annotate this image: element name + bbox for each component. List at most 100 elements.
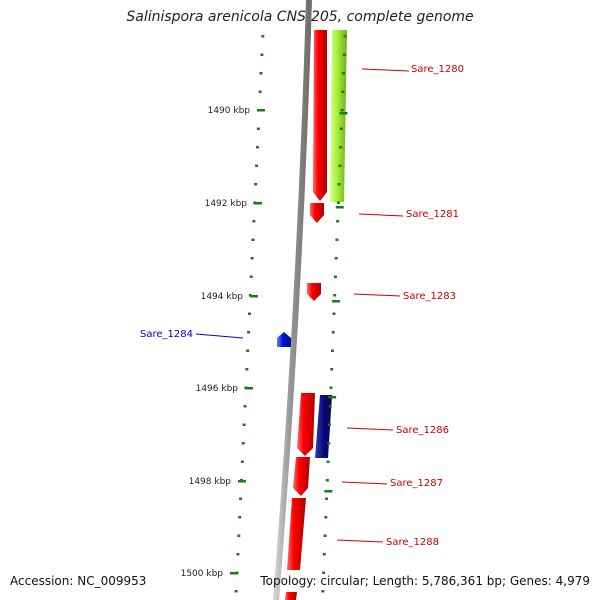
gene-label[interactable]: Sare_1286	[396, 425, 449, 436]
tick-dot	[254, 183, 258, 186]
kbp-label: 1496 kbp	[196, 384, 239, 394]
tick-dot	[323, 534, 327, 537]
kbp-tick	[245, 387, 253, 390]
gene-leader-line	[336, 539, 384, 543]
tick-dot	[342, 53, 346, 56]
kbp-tick	[230, 572, 238, 575]
kbp-label: 1494 kbp	[201, 292, 244, 302]
gene-label[interactable]: Sare_1288	[386, 537, 439, 548]
tick-dot	[241, 442, 245, 445]
tick-dot	[338, 164, 342, 167]
tick-dot	[243, 405, 247, 408]
tick-dot	[251, 238, 255, 241]
kbp-label: 1500 kbp	[181, 569, 224, 579]
accession-text: Accession: NC_009953	[10, 574, 147, 588]
tick-dot	[245, 368, 249, 371]
tick-dot	[247, 312, 251, 315]
kbp-label: 1492 kbp	[205, 199, 248, 209]
tick-dot	[260, 53, 264, 56]
tick-dot	[325, 497, 329, 500]
tick-dot	[328, 423, 332, 426]
tick-dot	[336, 201, 340, 204]
gene-sare-1287[interactable]	[293, 457, 310, 496]
gene-sare-1286-navy[interactable]	[315, 395, 332, 458]
tick-dot	[330, 368, 334, 371]
tick-mark-major	[331, 300, 340, 303]
gene-label[interactable]: Sare_1281	[406, 209, 459, 220]
tick-dot	[329, 386, 333, 389]
tick-mark-major	[335, 206, 344, 209]
tick-dot	[234, 590, 238, 593]
gene-leader-line	[353, 293, 401, 297]
gene-leader-line	[361, 68, 410, 72]
map-title: Salinispora arenicola CNS-205, complete …	[126, 9, 474, 25]
tick-dot	[255, 146, 259, 149]
gene-label[interactable]: Sare_1284	[140, 329, 193, 340]
gene-label[interactable]: Sare_1283	[403, 291, 456, 302]
tick-dot	[255, 164, 259, 167]
gene-sare-1288[interactable]	[287, 498, 306, 570]
gene-labels: Sare_1280 Sare_1281 Sare_1283 Sare_1284 Sare…	[140, 64, 464, 548]
tick-dot	[340, 109, 344, 112]
kbp-tick	[250, 295, 258, 298]
gene-leader-line	[358, 213, 404, 217]
tick-dot	[249, 275, 253, 278]
tick-dot	[322, 571, 326, 574]
kbp-tick	[257, 109, 265, 112]
tick-dot	[341, 90, 345, 93]
tick-dot	[325, 479, 329, 482]
tick-dot	[328, 405, 332, 408]
tick-dot	[236, 553, 240, 556]
tick-dot	[335, 238, 339, 241]
tick-dot	[339, 127, 343, 130]
tick-dot	[334, 257, 338, 260]
tick-dot	[247, 331, 251, 334]
tick-mark-major	[328, 396, 337, 399]
tick-dot	[331, 331, 335, 334]
gene-sare-1280[interactable]	[313, 30, 327, 201]
tick-dot	[324, 516, 328, 519]
gene-sare-1284[interactable]	[277, 332, 291, 347]
kbp-label: 1498 kbp	[189, 477, 232, 487]
tick-mark-major	[324, 490, 333, 493]
gene-sare-1281[interactable]	[310, 203, 324, 223]
tick-dot	[337, 183, 341, 186]
tick-dot	[333, 294, 337, 297]
gene-sare-1286[interactable]	[297, 393, 315, 456]
tick-dot	[322, 553, 326, 556]
tick-dot	[261, 35, 265, 38]
tick-dot	[343, 35, 347, 38]
left-tick-dots	[234, 35, 265, 593]
genome-backbone	[273, 0, 312, 600]
tick-dot	[256, 127, 260, 130]
tick-dot	[258, 90, 262, 93]
tick-dot	[326, 460, 330, 463]
tick-dot	[252, 220, 256, 223]
gene-leader-line	[341, 481, 388, 485]
tick-dot	[332, 312, 336, 315]
gene-sare-1283[interactable]	[307, 283, 321, 301]
tick-dot	[259, 72, 263, 75]
kbp-scale: 1490 kbp 1492 kbp 1494 kbp 1496 kbp 1498 kbp…	[181, 106, 265, 579]
tick-dot	[239, 497, 243, 500]
tick-dot	[250, 257, 254, 260]
gene-leader-line	[195, 333, 244, 339]
gene-bottom-segment[interactable]	[285, 592, 297, 600]
tick-dot	[240, 460, 244, 463]
right-tick-dots	[321, 35, 348, 593]
tick-dot	[237, 534, 241, 537]
tick-dot	[342, 72, 346, 75]
tick-dot	[336, 220, 340, 223]
tick-mark-major	[339, 112, 348, 115]
tick-dot	[327, 442, 331, 445]
kbp-tick	[254, 202, 262, 205]
tick-dot	[339, 146, 343, 149]
kbp-label: 1490 kbp	[208, 106, 251, 116]
tick-dot	[238, 516, 242, 519]
tick-dot	[330, 349, 334, 352]
gene-label[interactable]: Sare_1287	[390, 478, 443, 489]
gene-label[interactable]: Sare_1280	[411, 64, 464, 75]
kbp-tick	[238, 480, 246, 483]
